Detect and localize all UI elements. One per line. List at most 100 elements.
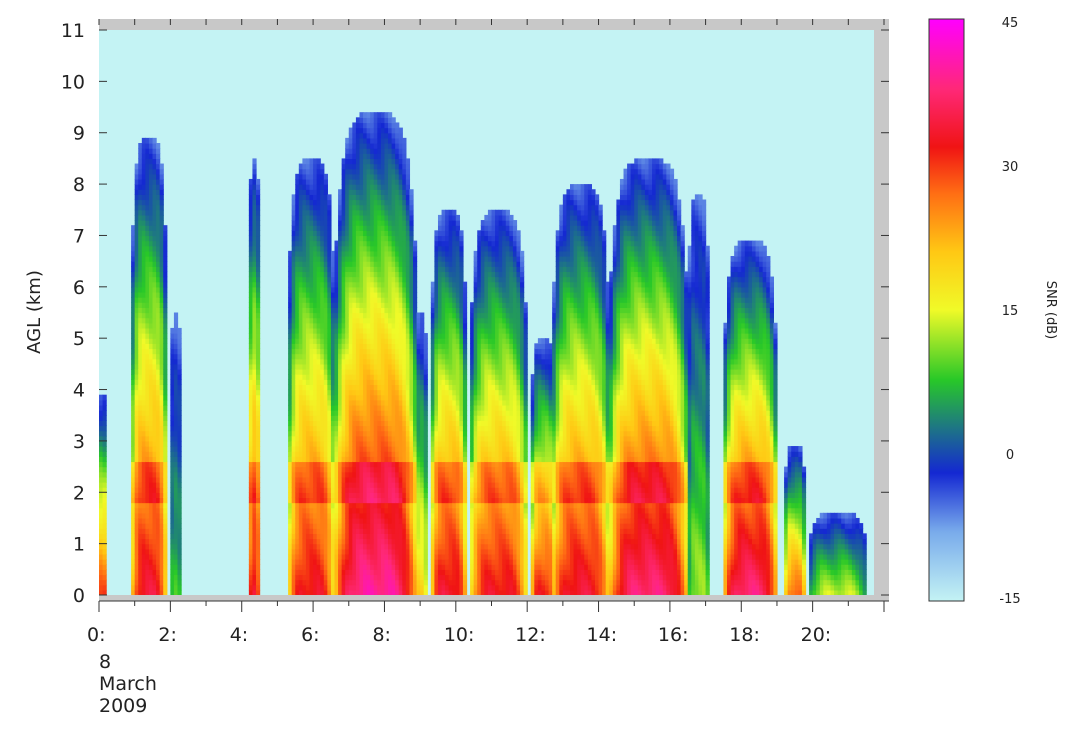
- heatmap-cell: [377, 476, 382, 483]
- heatmap-cell: [420, 553, 425, 560]
- heatmap-cell: [395, 338, 400, 344]
- heatmap-cell: [445, 276, 450, 283]
- heatmap-cell: [355, 297, 361, 303]
- heatmap-cell: [395, 512, 400, 519]
- heatmap-cell: [131, 569, 136, 576]
- heatmap-cell: [434, 548, 439, 555]
- heatmap-cell: [152, 497, 157, 504]
- heatmap-cell: [248, 317, 254, 324]
- heatmap-cell: [163, 466, 168, 473]
- heatmap-cell: [323, 184, 328, 190]
- heatmap-cell: [395, 291, 400, 298]
- heatmap-cell: [163, 569, 168, 576]
- heatmap-cell: [370, 538, 375, 545]
- heatmap-cell: [373, 276, 378, 283]
- heatmap-cell: [423, 548, 428, 555]
- heatmap-cell: [434, 425, 439, 432]
- heatmap-cell: [327, 451, 332, 457]
- heatmap-cell: [156, 327, 161, 334]
- heatmap-cell: [134, 446, 139, 452]
- heatmap-cell: [398, 132, 403, 139]
- heatmap-cell: [163, 584, 168, 591]
- heatmap-cell: [377, 158, 382, 165]
- heatmap-cell: [363, 122, 368, 129]
- heatmap-cell: [391, 353, 396, 360]
- heatmap-cell: [298, 415, 303, 421]
- heatmap-cell: [338, 394, 343, 401]
- heatmap-cell: [248, 456, 254, 463]
- heatmap-cell: [405, 404, 411, 411]
- heatmap-cell: [405, 451, 411, 457]
- heatmap-cell: [141, 173, 146, 180]
- heatmap-cell: [348, 358, 353, 365]
- heatmap-cell: [298, 291, 303, 298]
- heatmap-cell: [348, 553, 353, 560]
- heatmap-cell: [345, 250, 350, 257]
- heatmap-cell: [295, 276, 300, 283]
- heatmap-cell: [373, 199, 378, 206]
- heatmap-cell: [359, 384, 364, 391]
- heatmap-cell: [288, 584, 293, 591]
- heatmap-cell: [152, 399, 157, 406]
- heatmap-cell: [323, 271, 328, 278]
- heatmap-cell: [145, 173, 150, 180]
- heatmap-cell: [141, 543, 146, 550]
- heatmap-cell: [305, 517, 311, 524]
- heatmap-cell: [302, 574, 307, 581]
- heatmap-cell: [159, 512, 164, 519]
- heatmap-cell: [359, 143, 364, 149]
- heatmap-cell: [380, 168, 386, 175]
- heatmap-cell: [305, 564, 311, 570]
- heatmap-cell: [323, 523, 328, 529]
- heatmap-cell: [409, 225, 414, 231]
- heatmap-cell: [416, 502, 421, 509]
- heatmap-cell: [323, 286, 328, 293]
- heatmap-cell: [363, 235, 368, 242]
- heatmap-cell: [391, 451, 396, 457]
- heatmap-cell: [384, 148, 389, 154]
- heatmap-cell: [134, 358, 139, 365]
- heatmap-cell: [248, 384, 254, 391]
- heatmap-cell: [173, 348, 179, 355]
- heatmap-cell: [380, 286, 386, 293]
- heatmap-cell: [370, 178, 375, 185]
- heatmap-cell: [380, 446, 386, 452]
- heatmap-cell: [248, 266, 254, 273]
- heatmap-cell: [256, 348, 261, 355]
- heatmap-cell: [152, 374, 157, 380]
- heatmap-cell: [309, 178, 314, 185]
- heatmap-cell: [291, 461, 296, 468]
- heatmap-cell: [252, 476, 257, 483]
- heatmap-cell: [373, 456, 378, 463]
- heatmap-cell: [395, 543, 400, 550]
- heatmap-cell: [398, 281, 403, 288]
- heatmap-cell: [298, 189, 303, 195]
- heatmap-cell: [388, 451, 393, 457]
- heatmap-cell: [134, 569, 139, 576]
- heatmap-cell: [313, 256, 318, 262]
- heatmap-cell: [370, 497, 375, 504]
- heatmap-cell: [395, 358, 400, 365]
- heatmap-cell: [323, 435, 328, 442]
- heatmap-cell: [298, 461, 303, 468]
- heatmap-cell: [298, 327, 303, 334]
- heatmap-cell: [413, 528, 418, 534]
- heatmap-cell: [373, 317, 378, 324]
- heatmap-cell: [359, 523, 364, 529]
- heatmap-cell: [145, 143, 150, 149]
- heatmap-cell: [309, 363, 314, 370]
- heatmap-cell: [309, 440, 314, 447]
- heatmap-cell: [437, 543, 443, 550]
- heatmap-cell: [102, 538, 107, 545]
- heatmap-cell: [380, 214, 386, 221]
- heatmap-cell: [305, 317, 311, 324]
- heatmap-cell: [388, 559, 393, 565]
- heatmap-cell: [405, 569, 411, 576]
- heatmap-cell: [402, 261, 407, 267]
- heatmap-cell: [302, 569, 307, 576]
- heatmap-cell: [395, 379, 400, 386]
- heatmap-cell: [256, 353, 261, 360]
- heatmap-cell: [316, 420, 321, 427]
- heatmap-cell: [159, 214, 164, 221]
- heatmap-cell: [252, 317, 257, 324]
